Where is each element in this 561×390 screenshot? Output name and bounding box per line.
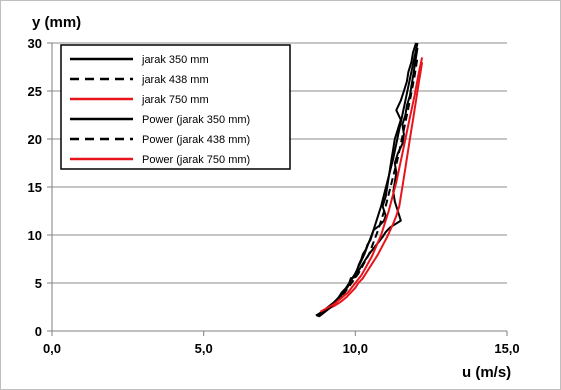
legend-label-1: jarak 438 mm [141,74,209,86]
legend-label-5: Power (jarak 750 mm) [142,154,250,166]
tick-labels: 0,0 5,0 10,0 15,0 0 5 10 15 20 25 30 [28,36,520,356]
axes-group [47,42,508,336]
x-tick-label-1: 5,0 [195,341,213,356]
x-tick-label-3: 15,0 [494,341,519,356]
x-tick-label-2: 10,0 [343,341,368,356]
series-line-5 [319,57,424,313]
y-tick-label-5: 25 [28,84,42,99]
legend-label-2: jarak 750 mm [141,94,209,106]
series-group [315,42,424,318]
y-tick-label-0: 0 [35,324,42,339]
y-axis-label: y (mm) [32,14,81,31]
x-tick-label-0: 0,0 [43,341,61,356]
y-tick-label-2: 10 [28,228,42,243]
legend-label-0: jarak 350 mm [141,54,209,66]
x-axis-label: u (m/s) [462,364,511,381]
series-line-2 [321,62,424,313]
y-tick-label-4: 20 [28,132,42,147]
y-tick-label-6: 30 [28,36,42,51]
legend-label-3: Power (jarak 350 mm) [142,114,250,126]
series-line-3 [316,42,419,318]
y-tick-label-3: 15 [28,180,42,195]
legend-label-4: Power (jarak 438 mm) [142,134,250,146]
series-line-4 [316,57,419,317]
y-tick-label-1: 5 [35,276,42,291]
legend: jarak 350 mm jarak 438 mm jarak 750 mm Powe… [60,44,291,170]
legend-box [60,44,291,170]
